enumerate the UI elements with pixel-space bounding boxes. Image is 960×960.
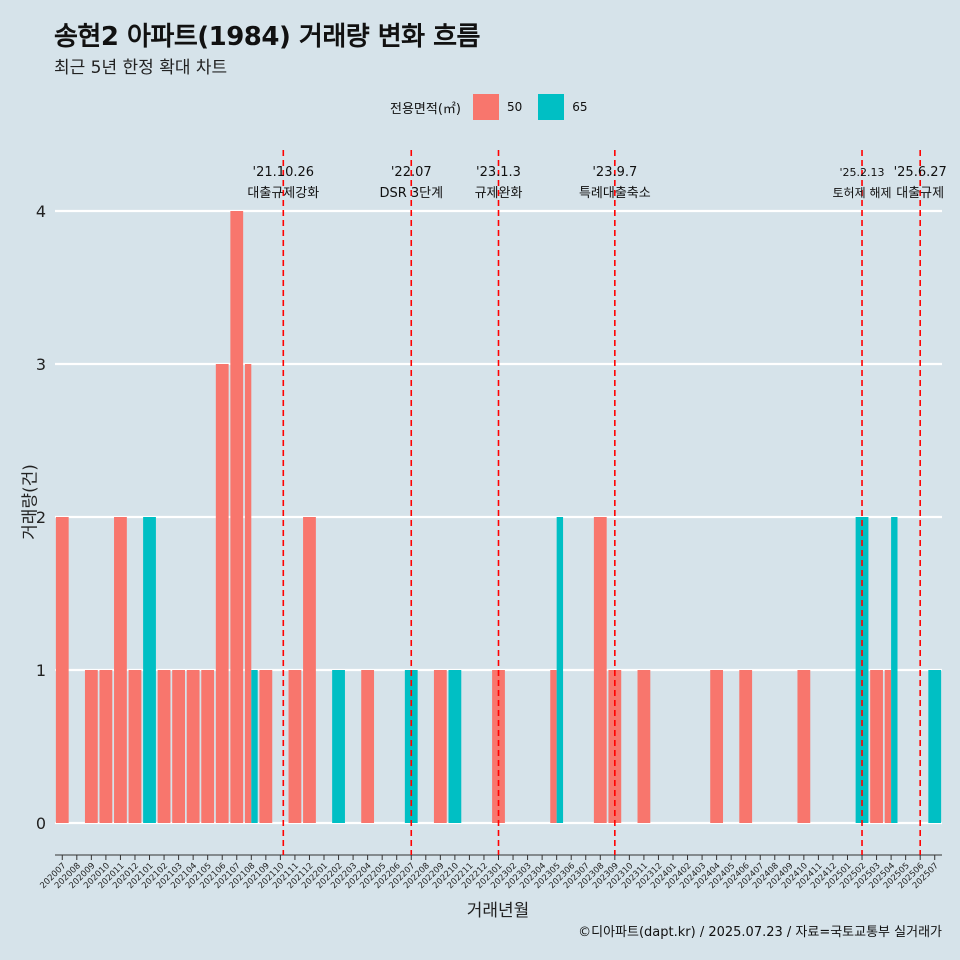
event-name-label: 규제완화 xyxy=(475,186,523,201)
bar-65 xyxy=(448,670,462,823)
bar-50 xyxy=(288,670,302,823)
event-name-label: 특례대출축소 xyxy=(579,186,651,201)
bar-50 xyxy=(244,364,252,823)
y-tick-label: 2 xyxy=(36,508,46,527)
bar-65 xyxy=(143,517,156,823)
bar-50 xyxy=(593,517,607,823)
chart-subtitle: 최근 5년 한정 확대 차트 xyxy=(54,58,228,78)
bar-50 xyxy=(797,670,811,823)
bar-50 xyxy=(870,670,883,823)
chart-title: 송현2 아파트(1984) 거래량 변화 흐름 xyxy=(54,22,480,52)
y-tick-label: 3 xyxy=(36,355,46,374)
y-tick-label: 1 xyxy=(36,661,46,680)
bar-50 xyxy=(433,670,447,823)
bar-50 xyxy=(303,517,316,823)
event-name-label: DSR 3단계 xyxy=(379,186,443,201)
legend: 전용면적(㎡) 50 65 xyxy=(390,93,596,121)
event-date-label: '22.07 xyxy=(391,165,432,180)
bar-50 xyxy=(608,670,622,823)
legend-swatch-50 xyxy=(472,94,499,120)
legend-title: 전용면적(㎡) xyxy=(390,101,461,117)
event-date-label: '21.10.26 xyxy=(253,165,314,180)
event-name-label: 대출규제 xyxy=(896,186,944,201)
legend-label-50: 50 xyxy=(506,100,523,114)
bar-50 xyxy=(157,670,171,823)
event-date-label: '23.1.3 xyxy=(476,165,521,180)
event-date-label: '23.9.7 xyxy=(592,165,637,180)
bar-50 xyxy=(128,670,142,823)
bar-50 xyxy=(99,670,113,823)
event-name-label: 대출규제강화 xyxy=(247,186,319,201)
bar-50 xyxy=(637,670,651,823)
x-axis-label: 거래년월 xyxy=(466,901,530,921)
legend-label-65: 65 xyxy=(572,100,588,114)
bar-50 xyxy=(215,364,229,823)
bar-50 xyxy=(739,670,753,823)
bar-50 xyxy=(114,517,127,823)
bar-50 xyxy=(884,670,892,823)
bar-50 xyxy=(710,670,724,823)
bar-65 xyxy=(556,517,564,823)
event-date-label: '25.6.27 xyxy=(894,165,947,180)
bar-50 xyxy=(492,670,505,823)
y-axis-label: 거래량(건) xyxy=(20,464,41,540)
bar-50 xyxy=(550,670,557,823)
bar-50 xyxy=(230,211,244,823)
bar-65 xyxy=(251,670,258,823)
y-tick-label: 0 xyxy=(36,814,46,833)
bar-65 xyxy=(332,670,345,823)
event-date-label: '25.2.13 xyxy=(840,166,885,179)
bar-65 xyxy=(928,670,942,823)
bar-65 xyxy=(404,670,418,823)
y-tick-label: 4 xyxy=(36,202,46,221)
bar-50 xyxy=(55,517,69,823)
bar-50 xyxy=(259,670,273,823)
bar-65 xyxy=(891,517,898,823)
bar-50 xyxy=(201,670,215,823)
event-name-label: 토허제 해제 xyxy=(833,186,892,200)
bar-50 xyxy=(84,670,98,823)
bar-50 xyxy=(361,670,375,823)
bar-50 xyxy=(172,670,185,823)
legend-swatch-65 xyxy=(538,94,565,120)
source-caption: ©디아파트(dapt.kr) / 2025.07.23 / 자료=국토교통부 실… xyxy=(578,925,942,940)
bar-50 xyxy=(186,670,200,823)
